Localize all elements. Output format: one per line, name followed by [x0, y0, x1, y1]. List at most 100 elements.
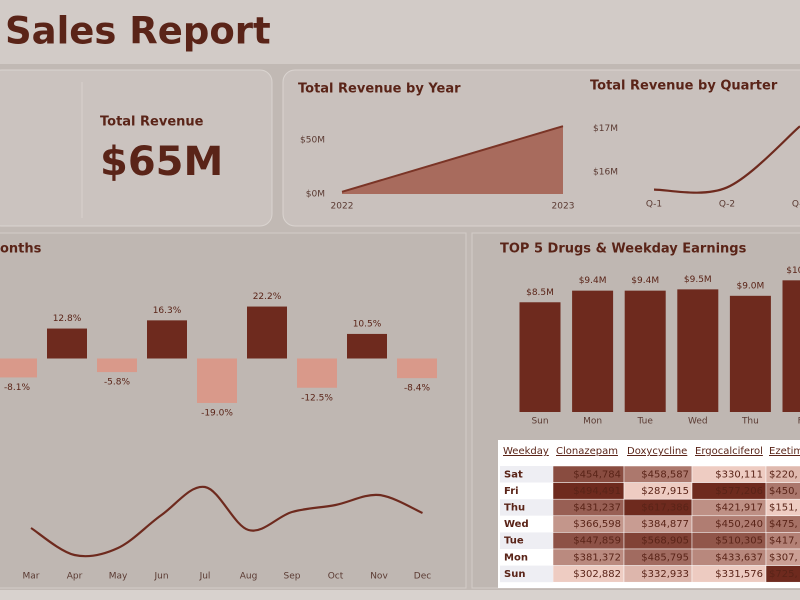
line — [30, 485, 423, 558]
data-label: $9.4M — [631, 276, 659, 286]
bar — [519, 302, 561, 412]
data-label: 10.5% — [353, 319, 382, 329]
y-tick-label: $50M — [300, 136, 325, 146]
table-cell: $450, — [769, 486, 798, 497]
x-tick-label: Jun — [153, 572, 168, 582]
column-header: Clonazepam — [556, 446, 618, 457]
kpi-card — [0, 69, 273, 227]
data-label: 12.8% — [53, 314, 82, 324]
column-header: Ezetim — [769, 446, 800, 457]
row-header-cell — [500, 482, 553, 500]
x-tick-label: Dec — [414, 572, 431, 582]
table-cell: $577,206 — [715, 486, 763, 497]
data-label: -19.0% — [201, 408, 233, 418]
table-cell: $151, — [769, 503, 798, 514]
table-cell: $725, — [769, 569, 798, 580]
bar — [247, 306, 287, 359]
column-header: Doxycycline — [627, 446, 687, 457]
row-header: Sat — [504, 469, 523, 480]
table-cell: $431,237 — [573, 503, 621, 514]
data-label: 16.3% — [153, 306, 182, 316]
x-tick-label: Q-1 — [646, 200, 662, 210]
table-cell: $475, — [769, 519, 798, 530]
table-cell: $302,882 — [573, 569, 621, 580]
bar — [347, 333, 387, 359]
x-tick-label: Oct — [328, 572, 344, 582]
chart-title: Total Revenue by Quarter — [590, 79, 778, 94]
table-cell: $220, — [769, 469, 798, 480]
x-tick-label: Sep — [284, 572, 301, 582]
x-tick-label: May — [109, 572, 128, 582]
row-header: Fri — [504, 486, 519, 497]
bar — [397, 358, 437, 379]
row-header-cell — [500, 532, 553, 549]
data-label: -8.4% — [404, 384, 431, 394]
table-cell: $421,917 — [715, 503, 763, 514]
x-tick-label: Jul — [199, 572, 211, 582]
column-header: Ergocalciferol — [695, 446, 763, 457]
row-header: Mon — [504, 552, 528, 563]
table-cell: $494,491 — [573, 486, 621, 497]
table-cell: $366,598 — [573, 519, 621, 530]
data-label: $9.5M — [684, 275, 712, 285]
line — [653, 125, 800, 194]
row-header-cell — [500, 565, 553, 583]
row-header: Sun — [504, 569, 525, 580]
data-label: -5.8% — [104, 378, 131, 388]
x-tick-label: Wed — [688, 417, 708, 427]
column-header: Weekday — [503, 446, 549, 457]
data-label: $10.2M — [786, 266, 800, 276]
table-cell: $617,386 — [641, 503, 689, 514]
x-tick-label: Mon — [583, 417, 602, 427]
x-tick-label: Nov — [370, 572, 388, 582]
growth-panel — [0, 232, 467, 589]
x-tick-label: Aug — [240, 572, 258, 582]
table-cell: $510,305 — [715, 536, 763, 547]
table-cell: $568,905 — [641, 536, 689, 547]
x-tick-label: Tue — [637, 417, 654, 427]
table-cell: $384,877 — [641, 519, 689, 530]
table-cell: $307, — [769, 552, 798, 563]
bar — [47, 328, 87, 359]
area-line — [341, 125, 564, 193]
row-header: Wed — [504, 519, 529, 530]
bar — [147, 320, 187, 359]
table-cell: $417, — [769, 536, 798, 547]
y-tick-label: $16M — [593, 168, 618, 178]
bar — [0, 358, 37, 378]
table-cell: $458,587 — [641, 469, 689, 480]
row-header-cell — [500, 515, 553, 533]
bar — [677, 289, 719, 412]
table-cell: $381,372 — [573, 552, 621, 563]
chart-title: onths — [0, 242, 42, 257]
chart-title: TOP 5 Drugs & Weekday Earnings — [500, 242, 747, 257]
bar — [197, 358, 237, 403]
chart-title: Total Revenue by Year — [298, 82, 461, 97]
x-tick-label: Apr — [67, 572, 83, 582]
row-header-cell — [500, 466, 553, 483]
row-header-cell — [500, 549, 553, 566]
kpi-value: $65M — [100, 139, 223, 185]
row-header: Tue — [504, 536, 524, 547]
page-title: Sales Report — [5, 10, 271, 53]
x-tick-label: Sun — [531, 417, 548, 427]
table-cell: $330,111 — [715, 469, 763, 480]
x-tick-label: 2023 — [552, 202, 575, 212]
kpi-label: Total Revenue — [100, 115, 204, 130]
header-band — [0, 0, 800, 64]
y-tick-label: $0M — [306, 190, 325, 200]
x-tick-label: Q-3 — [792, 200, 800, 210]
table-cell: $447,859 — [573, 536, 621, 547]
bar — [782, 280, 800, 412]
data-label: $9.0M — [736, 281, 764, 291]
bar — [729, 295, 771, 412]
data-label: -12.5% — [301, 393, 333, 403]
table-cell: $332,933 — [641, 569, 689, 580]
bar — [624, 290, 666, 412]
table-cell: $450,240 — [715, 519, 763, 530]
table-cell: $287,915 — [641, 486, 689, 497]
footer-band — [0, 590, 800, 600]
heat-cell — [765, 565, 800, 583]
